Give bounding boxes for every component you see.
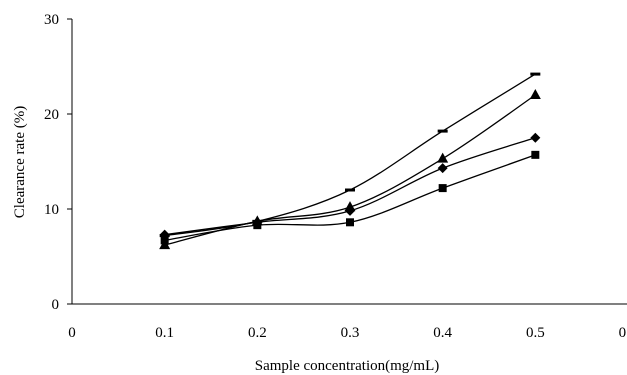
triangle-marker <box>437 152 449 163</box>
diamond-marker <box>530 132 541 143</box>
y-tick-label: 20 <box>44 107 59 123</box>
x-tick-label: 0.3 <box>341 325 360 341</box>
diamond-marker <box>345 205 355 216</box>
square-marker <box>253 221 262 230</box>
series-markers <box>159 72 541 250</box>
square-marker <box>160 236 169 245</box>
square-marker <box>346 218 354 227</box>
x-tick-label: 0 <box>68 325 76 341</box>
y-tick-label: 0 <box>52 297 60 313</box>
square-marker <box>531 150 540 159</box>
y-tick-label: 10 <box>44 202 59 218</box>
x-tick-label: 0.5 <box>526 325 545 341</box>
x-axis-title: Sample concentration(mg/mL) <box>255 358 440 374</box>
triangle-marker <box>529 89 541 99</box>
x-tick-label: 0.2 <box>248 325 267 341</box>
dash-marker <box>530 72 541 76</box>
dash-marker <box>345 188 355 192</box>
diamond-marker <box>437 163 448 174</box>
y-axis-title: Clearance rate (%) <box>12 106 28 218</box>
y-axis-ticks: 0 10 20 30 <box>44 12 72 313</box>
square-marker <box>438 184 447 193</box>
x-axis-ticks: 0 0.1 0.2 0.3 0.4 0.5 0.6 <box>68 325 627 341</box>
dash-marker <box>437 129 448 133</box>
x-tick-label: 0.1 <box>155 325 174 341</box>
axes <box>71 19 627 305</box>
y-tick-label: 30 <box>44 12 59 28</box>
x-tick-label: 0.6 <box>619 325 627 341</box>
x-tick-label: 0.4 <box>433 325 452 341</box>
